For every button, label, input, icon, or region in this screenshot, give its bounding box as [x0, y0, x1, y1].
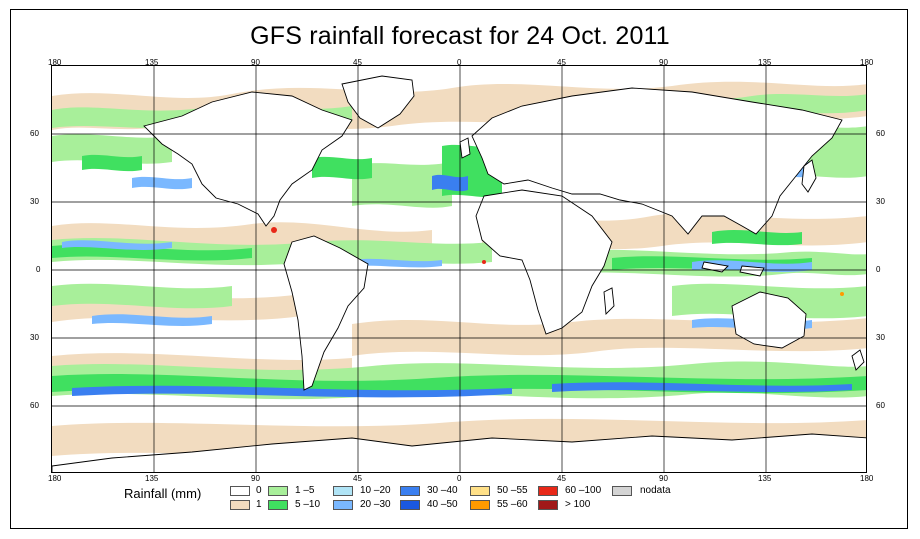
- legend-label: 20 –30: [360, 499, 391, 510]
- legend-label: 40 –50: [427, 499, 458, 510]
- land-outlines: [52, 75, 866, 472]
- eurasia-landmass: [471, 87, 843, 235]
- legend-swatch: [230, 500, 250, 510]
- lat-tick-left: 30: [30, 333, 39, 342]
- lon-tick-bottom: 45: [557, 474, 566, 483]
- lon-tick-top: 135: [758, 58, 772, 67]
- uk-landmass: [459, 137, 471, 159]
- indonesia-island: [701, 261, 729, 273]
- world-map: [51, 65, 867, 473]
- lat-tick-right: 60: [876, 129, 885, 138]
- map-canvas: [52, 66, 866, 472]
- lon-tick-bottom: 180: [48, 474, 62, 483]
- lon-tick-top: 180: [48, 58, 62, 67]
- lon-tick-bottom: 45: [353, 474, 362, 483]
- legend-label: nodata: [640, 485, 671, 496]
- lat-tick-left: 60: [30, 129, 39, 138]
- lon-tick-bottom: 90: [659, 474, 668, 483]
- lon-tick-bottom: 180: [860, 474, 874, 483]
- japan-landmass: [801, 159, 817, 193]
- legend-swatch: [538, 486, 558, 496]
- legend-label: 1: [256, 499, 262, 510]
- greenland-landmass: [341, 75, 415, 129]
- legend-label: > 100: [565, 499, 591, 510]
- legend-swatch: [400, 500, 420, 510]
- lon-tick-top: 90: [659, 58, 668, 67]
- madagascar-landmass: [603, 287, 615, 315]
- new-zealand-landmass: [851, 349, 865, 371]
- legend-label: 30 –40: [427, 485, 458, 496]
- figure-title: GFS rainfall forecast for 24 Oct. 2011: [250, 22, 670, 50]
- legend-swatch: [333, 500, 353, 510]
- graticule: [52, 66, 866, 472]
- figure-frame: [10, 9, 908, 529]
- legend-label: 10 –20: [360, 485, 391, 496]
- legend-swatch: [333, 486, 353, 496]
- legend-label: 1 –5: [295, 485, 315, 496]
- lon-tick-bottom: 0: [457, 474, 462, 483]
- legend-label: 0: [256, 485, 262, 496]
- legend-swatch: [538, 500, 558, 510]
- legend-swatch: [268, 486, 288, 496]
- lat-tick-left: 0: [36, 265, 41, 274]
- lon-tick-top: 180: [860, 58, 874, 67]
- lat-tick-right: 60: [876, 401, 885, 410]
- lon-tick-top: 45: [557, 58, 566, 67]
- lat-tick-right: 0: [876, 265, 881, 274]
- legend-label: 60 –100: [565, 485, 602, 496]
- legend-swatch: [612, 486, 632, 496]
- africa-landmass: [475, 189, 613, 335]
- legend-swatch: [470, 500, 490, 510]
- australia-landmass: [731, 291, 807, 349]
- legend-label: 5 –10: [295, 499, 321, 510]
- south-america-landmass: [283, 235, 369, 391]
- legend-swatch: [230, 486, 250, 496]
- lon-tick-bottom: 90: [251, 474, 260, 483]
- lat-tick-left: 60: [30, 401, 39, 410]
- lon-tick-top: 45: [353, 58, 362, 67]
- legend-swatch: [400, 486, 420, 496]
- antarctica-landmass: [52, 433, 866, 472]
- lat-tick-right: 30: [876, 333, 885, 342]
- north-america-landmass: [143, 91, 353, 227]
- lat-tick-right: 30: [876, 197, 885, 206]
- lon-tick-top: 135: [145, 58, 159, 67]
- legend-title: Rainfall (mm): [124, 486, 202, 501]
- legend-swatch: [268, 500, 288, 510]
- lon-tick-bottom: 135: [758, 474, 772, 483]
- lon-tick-top: 90: [251, 58, 260, 67]
- legend-label: 50 –55: [497, 485, 528, 496]
- lat-tick-left: 30: [30, 197, 39, 206]
- legend-swatch: [470, 486, 490, 496]
- lon-tick-bottom: 135: [145, 474, 159, 483]
- legend-label: 55 –60: [497, 499, 528, 510]
- lon-tick-top: 0: [457, 58, 462, 67]
